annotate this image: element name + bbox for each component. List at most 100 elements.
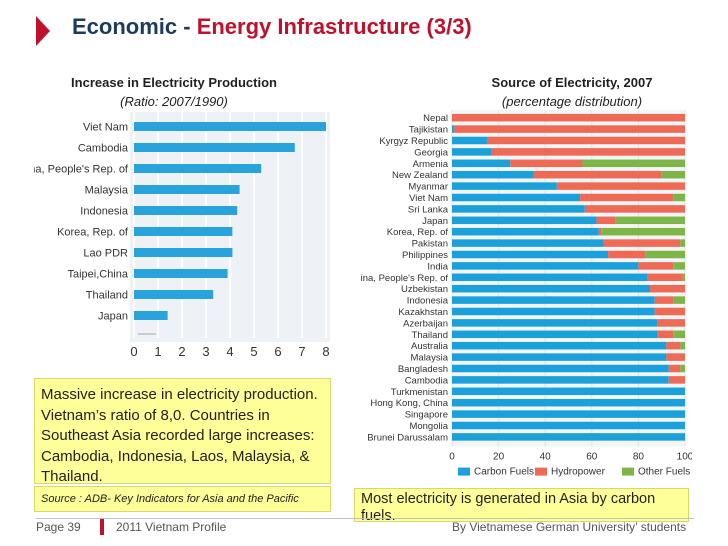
right-chart-subtitle: (percentage distribution) [501,94,643,109]
category-label: Turkmenistan [391,387,448,398]
category-label: Korea, Rep. of [387,227,449,238]
bar [134,164,262,173]
bar-segment [452,170,534,179]
category-label: Georgia [414,147,449,158]
x-tick-label: 4 [226,344,233,359]
bar-segment [668,364,681,373]
bar-segment [452,296,655,304]
category-label: Hong Kong, China [370,398,448,409]
bar-segment [452,387,685,396]
bar-segment [452,182,557,190]
bar-segment [650,284,685,293]
left-chart-title: Increase in Electricity Production [71,75,277,90]
category-label: Mongolia [409,421,448,432]
category-label: Indonesia [407,296,449,307]
category-label: Cambodia [405,375,449,386]
left-chart-subtitle: (Ratio: 2007/1990) [120,94,228,109]
bar-segment [452,193,581,202]
category-label: Cambodia [78,143,129,155]
bar-segment [673,262,685,270]
bar [134,248,233,257]
bar-segment [680,239,685,247]
bar-segment [598,227,602,236]
bar-segment [452,159,511,168]
category-label: Uzbekistan [401,284,448,295]
bar-segment [452,410,685,418]
bar-segment [661,170,685,179]
bar-segment [603,239,681,247]
bar-segment [680,364,685,373]
category-label: Thailand [86,290,128,302]
category-label: Japan [98,311,128,323]
bar-segment [615,216,685,225]
x-tick-label: 7 [298,344,305,359]
bar-segment [452,125,455,133]
bar-segment [666,353,685,361]
legend-label: Carbon Fuels [474,467,534,478]
category-label: Singapore [405,410,448,421]
category-label: Indonesia [80,206,129,218]
x-tick-label: 1 [154,344,161,359]
x-tick-label: 20 [493,452,505,463]
footer-divider [36,518,694,519]
bar-segment [452,284,651,293]
legend-label: Other Fuels [638,467,690,478]
bar-segment [452,319,658,327]
bar [134,269,228,278]
category-label: Lao PDR [83,248,128,260]
bar-segment [452,341,667,350]
source-note: Source : ADB- Key Indicators for Asia an… [34,486,331,512]
category-label: Viet Nam [409,193,448,204]
category-label: Viet Nam [83,122,128,134]
category-label: China, People's Rep. of [34,164,129,176]
title-part1: Economic - [72,14,197,39]
x-tick-label: 60 [586,452,598,463]
bar-segment [452,353,667,361]
bar [134,311,168,320]
bar-segment [608,250,646,259]
bar-segment [556,182,685,190]
category-label: Malaysia [411,353,449,364]
bar-segment [454,125,685,133]
bar-segment [533,170,662,179]
bar [134,122,326,131]
left-bar-chart: 0 1 2 3 4 5 6 7 8 Viet Nam Cambodia China, People's… [34,112,330,359]
category-label: Bangladesh [398,364,448,375]
x-tick-label: 80 [633,452,645,463]
category-label: Malaysia [85,185,129,197]
title-arrow-icon [36,16,50,46]
right-chart-title: Source of Electricity, 2007 [491,75,653,90]
category-label: Brunei Darussalam [367,432,448,443]
bar-segment [452,273,648,282]
bar-segment [510,159,583,168]
category-label: Japan [422,216,448,227]
x-tick-label: 100 [677,452,692,463]
bar-segment [657,319,685,327]
category-label: Nepal [423,113,448,124]
category-label: Azerbaijan [403,318,448,329]
bar-segment [452,239,604,247]
bar-segment [645,250,685,259]
legend-swatch [458,467,470,476]
category-label: Thailand [412,330,448,341]
bar-segment [682,273,685,282]
bar-segment [452,148,492,156]
x-tick-label: 0 [130,344,137,359]
bar-segment [673,193,685,202]
bar-segment [647,273,683,282]
bar-segment [668,376,685,384]
footer-accent-bar [100,519,104,535]
category-label: Philippines [402,250,448,261]
bar-segment [582,159,685,168]
title-part2: Energy Infrastructure (3/3) [196,14,472,39]
category-label: Pakistan [412,239,448,250]
x-tick-label: 2 [178,344,185,359]
category-label: New Zealand [392,170,448,181]
category-label: Korea, Rep. of [57,227,129,239]
bar-segment [452,262,639,270]
bar-segment [584,205,685,213]
bar-segment [673,330,685,339]
bar-segment [452,421,685,430]
footer-profile: 2011 Vietnam Profile [116,520,227,534]
bar-segment [452,136,487,145]
